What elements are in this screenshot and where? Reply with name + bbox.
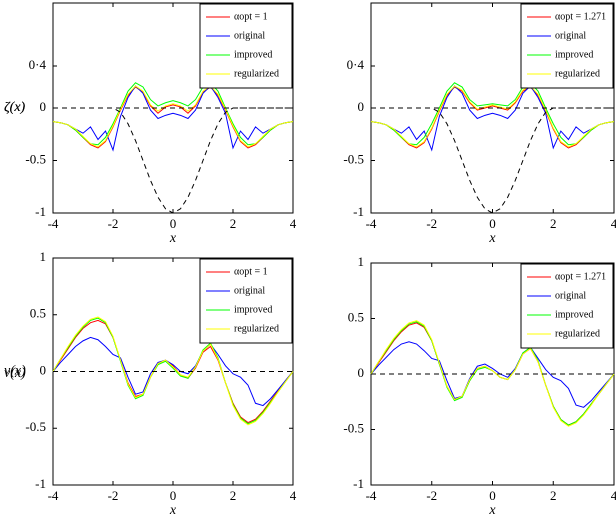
legend-label: regularized [555, 328, 600, 339]
legend-label: regularized [555, 68, 600, 79]
y-tick-label: 0 [358, 99, 365, 114]
series-line [52, 336, 294, 407]
x-tick-label: -4 [366, 488, 377, 503]
x-tick-label: 4 [290, 216, 297, 231]
x-tick-label: 2 [550, 216, 557, 231]
y-tick-label: -0.5 [343, 420, 364, 435]
legend-label: αopt = 1.271 [555, 271, 606, 282]
x-tick-label: -2 [426, 216, 437, 231]
x-tick-label: 0 [489, 488, 496, 503]
x-tick-label: 0 [170, 216, 177, 231]
x-tick-label: 4 [611, 216, 616, 231]
legend-label: original [555, 290, 586, 301]
x-axis-label: x [488, 231, 496, 246]
legend: αopt = 1 original improved regularized [199, 258, 293, 344]
x-tick-label: -4 [366, 216, 377, 231]
x-tick-label: -4 [48, 488, 59, 503]
x-tick-label: 0 [170, 488, 177, 503]
legend: αopt = 1 original improved regularized [199, 3, 293, 89]
series-line [52, 316, 294, 426]
y-tick-label: 0 [40, 362, 47, 377]
series-line [370, 82, 615, 146]
y-tick-label: 0·4 [347, 57, 365, 72]
x-axis-label: x [488, 503, 496, 514]
x-tick-label: -2 [108, 216, 119, 231]
y-tick-label: -0.5 [25, 151, 46, 166]
series-line [52, 85, 294, 152]
subplot: -4 -2 0 2 4 0·4 0 -0.5 -1 x ζ(x) αopt = 1.271 origin… [4, 2, 616, 246]
legend: αopt = 1.271 original improved regularized [520, 3, 614, 89]
x-tick-label: 0 [489, 216, 496, 231]
series-line [370, 85, 615, 148]
y-tick-label: -1 [353, 476, 364, 491]
legend-label: improved [555, 49, 593, 60]
y-tick-label: -1 [353, 204, 364, 219]
x-axis-label: x [169, 231, 177, 246]
y-axis-label: v(x) [4, 364, 26, 379]
y-tick-label: -0.5 [343, 151, 364, 166]
y-tick-label: 0.5 [348, 309, 364, 324]
y-tick-label: -1 [35, 476, 46, 491]
legend-label: original [555, 30, 586, 41]
y-tick-label: 0.5 [30, 306, 46, 321]
legend-label: improved [555, 309, 593, 320]
y-axis-label: ζ(x) [4, 100, 26, 115]
legend-label: regularized [234, 323, 279, 334]
series-line [370, 320, 615, 427]
y-tick-label: -0.5 [25, 419, 46, 434]
legend-label: αopt = 1.271 [555, 11, 606, 22]
subplot: -4 -2 0 2 4 0·4 0 -0.5 -1 x ζ(x) αopt = 1 original im… [4, 2, 297, 246]
y-tick-label: 0 [358, 365, 365, 380]
x-tick-label: 2 [550, 488, 557, 503]
legend-label: αopt = 1 [234, 11, 268, 22]
series-line [52, 319, 294, 424]
series-line [52, 82, 294, 146]
y-tick-label: 0·4 [29, 57, 47, 72]
y-axis-label: v(x) [4, 366, 26, 381]
y-axis-label: ζ(x) [4, 100, 26, 115]
y-tick-label: -1 [35, 204, 46, 219]
legend-label: regularized [234, 68, 279, 79]
legend-label: original [234, 30, 265, 41]
y-tick-label: 1 [40, 249, 47, 264]
series-line [370, 341, 615, 408]
series-line [52, 317, 294, 425]
x-tick-label: 2 [230, 216, 237, 231]
series-line [370, 85, 615, 152]
x-tick-label: 2 [230, 488, 237, 503]
subplot: -4 -2 0 2 4 -1 -0.5 0 0.5 1 x v(x) αopt = 1 original i… [4, 249, 297, 514]
x-tick-label: 4 [611, 488, 616, 503]
legend-label: αopt = 1 [234, 266, 268, 277]
x-tick-label: 4 [290, 488, 297, 503]
legend-label: original [234, 285, 265, 296]
legend-label: improved [234, 304, 272, 315]
subplot: -4 -2 0 2 4 -1 -0.5 0 0.5 1 x v(x) αopt = 1.271 origi… [4, 254, 616, 514]
series-line [52, 86, 294, 149]
x-tick-label: -2 [426, 488, 437, 503]
x-axis-label: x [169, 503, 177, 514]
legend: αopt = 1.271 original improved regularized [520, 263, 614, 349]
y-tick-label: 1 [358, 254, 365, 269]
series-line [52, 85, 294, 148]
x-tick-label: -4 [48, 216, 59, 231]
x-tick-label: -2 [108, 488, 119, 503]
legend-label: improved [234, 49, 272, 60]
y-tick-label: 0 [40, 99, 47, 114]
series-line [370, 86, 615, 149]
